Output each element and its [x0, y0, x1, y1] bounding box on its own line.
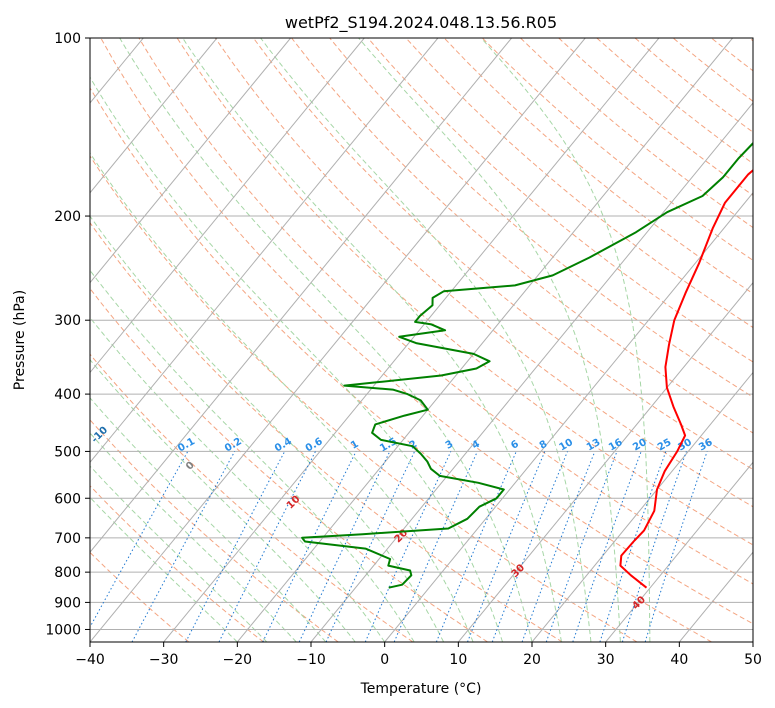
isotherm-line — [90, 38, 439, 464]
isotherm-line — [90, 38, 586, 642]
chart-title: wetPf2_S194.2024.048.13.56.R05 — [285, 13, 557, 33]
moist-adiabat-line — [480, 38, 651, 642]
moist-adiabat-line — [90, 76, 503, 642]
mixing-ratio-line — [599, 451, 667, 642]
y-tick-label: 300 — [54, 313, 81, 329]
dry-adiabat-line — [90, 419, 339, 642]
moist-adiabat-line — [90, 358, 356, 642]
mixing-ratio-label: 4 — [470, 439, 482, 452]
moist-adiabat-line — [358, 38, 621, 642]
y-axis-label: Pressure (hPa) — [12, 290, 28, 390]
isotherm-line — [384, 192, 753, 642]
isotherm-line — [90, 38, 218, 194]
y-tick-label: 700 — [54, 531, 81, 547]
x-tick-label: 30 — [597, 652, 615, 668]
pressure-gridlines — [90, 38, 753, 630]
isotherm-line — [163, 38, 660, 642]
dry-adiabat-line — [90, 287, 488, 642]
mixing-ratio-line — [644, 451, 708, 642]
mixing-ratio-lines — [90, 451, 708, 642]
dry-adiabat-line — [405, 38, 753, 329]
dry-adiabat-line — [443, 38, 753, 295]
y-tick-label: 900 — [54, 595, 81, 611]
isotherm-line — [90, 38, 512, 553]
mixing-ratio-label: 3 — [444, 439, 456, 452]
x-tick-label: 10 — [449, 652, 467, 668]
isotherm-line — [310, 102, 753, 642]
y-tick-label: 800 — [54, 565, 81, 581]
moist-adiabat-line — [90, 269, 415, 642]
y-tick-label: 500 — [54, 444, 81, 460]
y-tick-label: 1000 — [45, 622, 81, 638]
dry-adiabat-line — [90, 87, 712, 642]
dry-adiabat-line — [90, 353, 414, 642]
mixing-ratio-line — [521, 451, 596, 642]
plot-area: 0.10.20.40.611.52346810131620253036-100-… — [90, 38, 753, 642]
mixing-ratio-line — [467, 451, 546, 642]
dry-adiabat-line — [290, 38, 753, 434]
moist-adiabat-line — [119, 38, 533, 642]
y-tick-label: 200 — [54, 209, 81, 225]
x-tick-label: 20 — [523, 652, 541, 668]
x-tick-label: 40 — [670, 652, 688, 668]
dry-adiabat-line — [90, 485, 264, 642]
moist-adiabat-line — [182, 38, 562, 642]
moist-adiabats — [90, 38, 651, 642]
dry-adiabat-line — [176, 38, 753, 546]
isotherm-line — [90, 38, 365, 374]
axes: −40 −30 −20 −10 0 10 20 30 40 50 100 200 300 400 500 60… — [45, 31, 762, 668]
x-tick-label: 50 — [744, 652, 762, 668]
x-tick-label: 0 — [380, 652, 389, 668]
x-tick-label: −40 — [75, 652, 105, 668]
isotherm-line — [457, 281, 753, 642]
dewpoint-line — [301, 141, 753, 589]
y-tick-label: 600 — [54, 491, 81, 507]
mixing-ratio-label: 8 — [538, 439, 550, 452]
mixing-ratio-line — [364, 451, 452, 642]
dry-adiabat-line — [90, 221, 563, 642]
dry-adiabats — [90, 38, 753, 642]
x-tick-label: −30 — [149, 652, 179, 668]
mixing-ratio-line — [90, 451, 189, 629]
moist-adiabat-line — [90, 316, 386, 642]
mixing-ratio-label: 6 — [509, 439, 521, 452]
isotherm-line — [531, 371, 753, 642]
dry-adiabat-line — [138, 38, 753, 585]
y-tick-label: 400 — [54, 387, 81, 403]
sounding-series — [301, 141, 753, 589]
mixing-ratio-line — [545, 451, 618, 642]
mixing-ratio-line — [131, 451, 236, 642]
mixing-ratio-line — [491, 451, 568, 642]
isotherms — [90, 38, 753, 642]
mixing-ratio-line — [393, 451, 478, 642]
x-axis-label: Temperature (°C) — [360, 681, 482, 697]
moist-adiabat-line — [90, 496, 238, 642]
mixing-ratio-label: 1 — [349, 439, 361, 452]
mixing-ratio-label: 2 — [408, 439, 420, 452]
moist-adiabat-line — [90, 465, 268, 642]
isotherm-line — [236, 38, 733, 642]
moist-adiabat-line — [260, 38, 592, 642]
mixing-ratio-line — [218, 451, 316, 642]
dry-adiabat-line — [367, 38, 753, 363]
mixing-ratio-line — [572, 451, 642, 642]
moist-adiabat-line — [90, 215, 445, 642]
dry-adiabat-line — [252, 38, 753, 471]
mixing-ratio-line — [435, 451, 517, 642]
x-tick-label: −10 — [296, 652, 326, 668]
isotherm-line — [605, 461, 753, 642]
y-tick-label: 100 — [54, 31, 81, 47]
temperature-line — [619, 169, 753, 589]
plot-frame — [89, 37, 754, 643]
mixing-ratio-line — [621, 451, 687, 642]
dry-adiabat-line — [90, 551, 190, 642]
isotherm-line — [90, 38, 291, 284]
x-tick-label: −20 — [223, 652, 253, 668]
